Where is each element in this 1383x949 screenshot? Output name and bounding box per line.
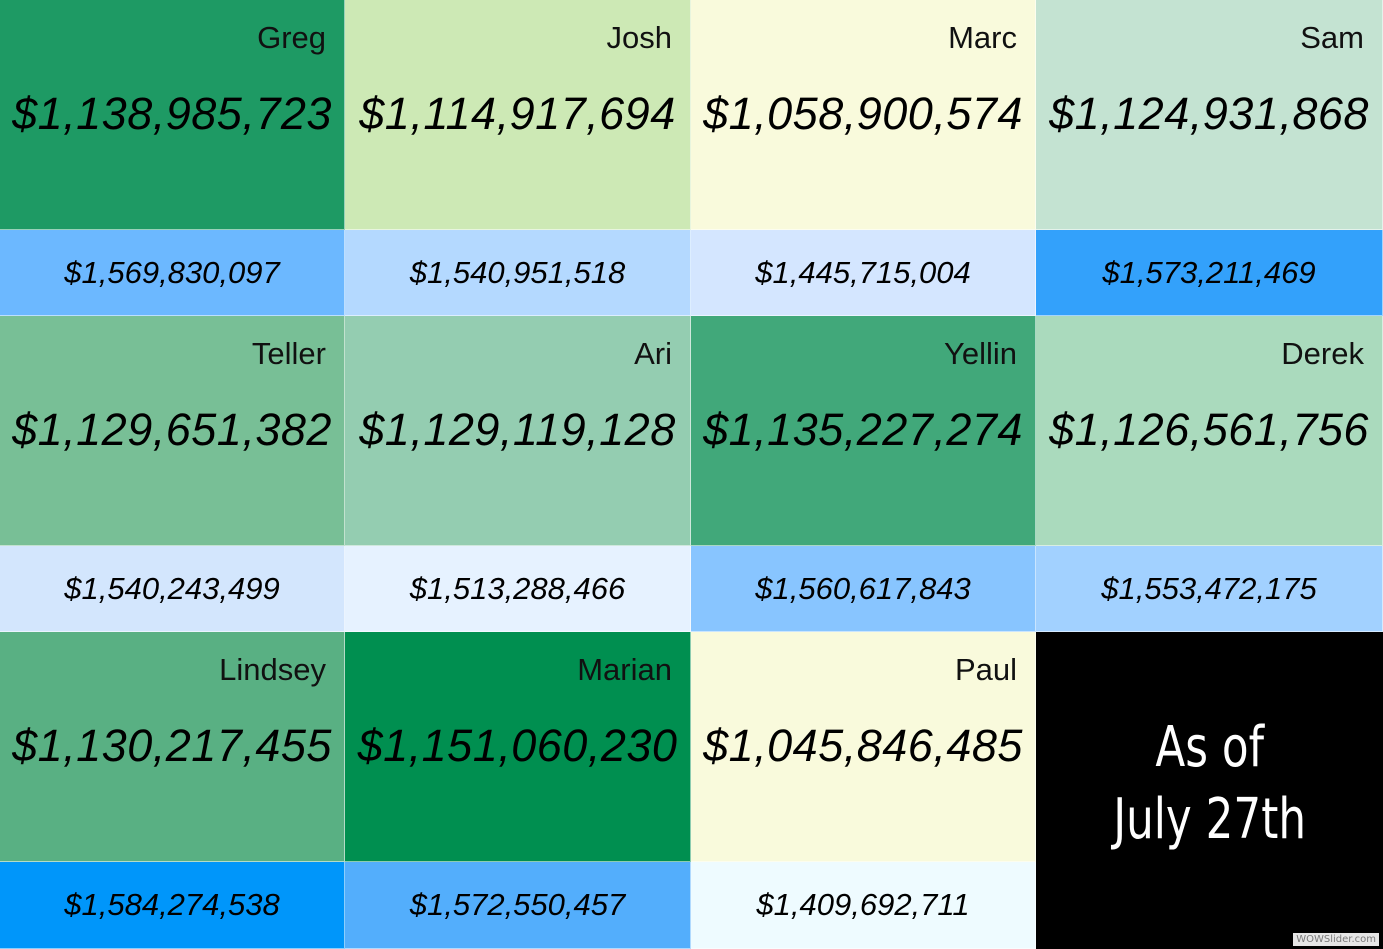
- person-card-josh: Josh $1,114,917,694: [345, 0, 691, 230]
- person-card-marian: Marian $1,151,060,230: [345, 632, 691, 862]
- secondary-cell-derek: $1,553,472,175: [1036, 546, 1383, 632]
- person-card-greg: Greg $1,138,985,723: [0, 0, 345, 230]
- secondary-cell-josh: $1,540,951,518: [345, 230, 691, 316]
- primary-value: $1,129,651,382: [12, 404, 332, 455]
- secondary-cell-ari: $1,513,288,466: [345, 546, 691, 632]
- watermark-link[interactable]: WOWSlider.com: [1293, 933, 1379, 946]
- as-of-date-panel: As of July 27th: [1036, 632, 1383, 949]
- secondary-cell-marc: $1,445,715,004: [691, 230, 1036, 316]
- person-name: Paul: [954, 652, 1017, 687]
- secondary-value: $1,572,550,457: [409, 887, 626, 922]
- person-name: Marian: [577, 652, 672, 687]
- secondary-cell-lindsey: $1,584,274,538: [0, 862, 345, 949]
- person-name: Derek: [1281, 336, 1364, 371]
- person-card-lindsey: Lindsey $1,130,217,455: [0, 632, 345, 862]
- person-card-yellin: Yellin $1,135,227,274: [691, 316, 1036, 546]
- secondary-value: $1,560,617,843: [755, 570, 971, 606]
- primary-value: $1,129,119,128: [359, 404, 676, 455]
- date-label-line2: July 27th: [1113, 786, 1306, 852]
- person-name: Marc: [948, 20, 1017, 55]
- secondary-value: $1,584,274,538: [64, 887, 280, 922]
- secondary-cell-teller: $1,540,243,499: [0, 546, 345, 632]
- primary-value: $1,151,060,230: [357, 720, 678, 771]
- secondary-value: $1,409,692,711: [756, 887, 970, 922]
- person-name: Josh: [606, 20, 672, 55]
- person-name: Lindsey: [219, 652, 326, 687]
- person-card-paul: Paul $1,045,846,485: [691, 632, 1036, 862]
- primary-value: $1,058,900,574: [703, 88, 1023, 139]
- person-card-ari: Ari $1,129,119,128: [345, 316, 691, 546]
- person-name: Ari: [634, 336, 672, 371]
- secondary-value: $1,573,211,469: [1102, 254, 1316, 290]
- primary-value: $1,124,931,868: [1049, 88, 1369, 139]
- date-label-line1: As of: [1155, 714, 1264, 780]
- primary-value: $1,114,917,694: [359, 88, 676, 139]
- primary-value: $1,130,217,455: [12, 720, 332, 771]
- primary-value: $1,135,227,274: [703, 404, 1023, 455]
- secondary-value: $1,540,243,499: [64, 570, 280, 606]
- primary-value: $1,126,561,756: [1049, 404, 1369, 455]
- primary-value: $1,138,985,723: [12, 88, 332, 139]
- person-name: Sam: [1300, 20, 1364, 55]
- person-card-derek: Derek $1,126,561,756: [1036, 316, 1383, 546]
- secondary-value: $1,540,951,518: [409, 254, 626, 290]
- secondary-value: $1,445,715,004: [755, 254, 971, 290]
- secondary-cell-sam: $1,573,211,469: [1036, 230, 1383, 316]
- primary-value: $1,045,846,485: [703, 720, 1023, 771]
- person-name: Yellin: [944, 336, 1017, 371]
- secondary-cell-yellin: $1,560,617,843: [691, 546, 1036, 632]
- secondary-cell-marian: $1,572,550,457: [345, 862, 691, 949]
- person-name: Teller: [251, 336, 326, 371]
- secondary-cell-paul: $1,409,692,711: [691, 862, 1036, 949]
- secondary-value: $1,553,472,175: [1101, 570, 1317, 606]
- person-card-sam: Sam $1,124,931,868: [1036, 0, 1383, 230]
- person-card-marc: Marc $1,058,900,574: [691, 0, 1036, 230]
- secondary-value: $1,569,830,097: [64, 254, 280, 290]
- person-name: Greg: [257, 20, 326, 55]
- secondary-value: $1,513,288,466: [409, 570, 626, 606]
- person-card-teller: Teller $1,129,651,382: [0, 316, 345, 546]
- secondary-cell-greg: $1,569,830,097: [0, 230, 345, 316]
